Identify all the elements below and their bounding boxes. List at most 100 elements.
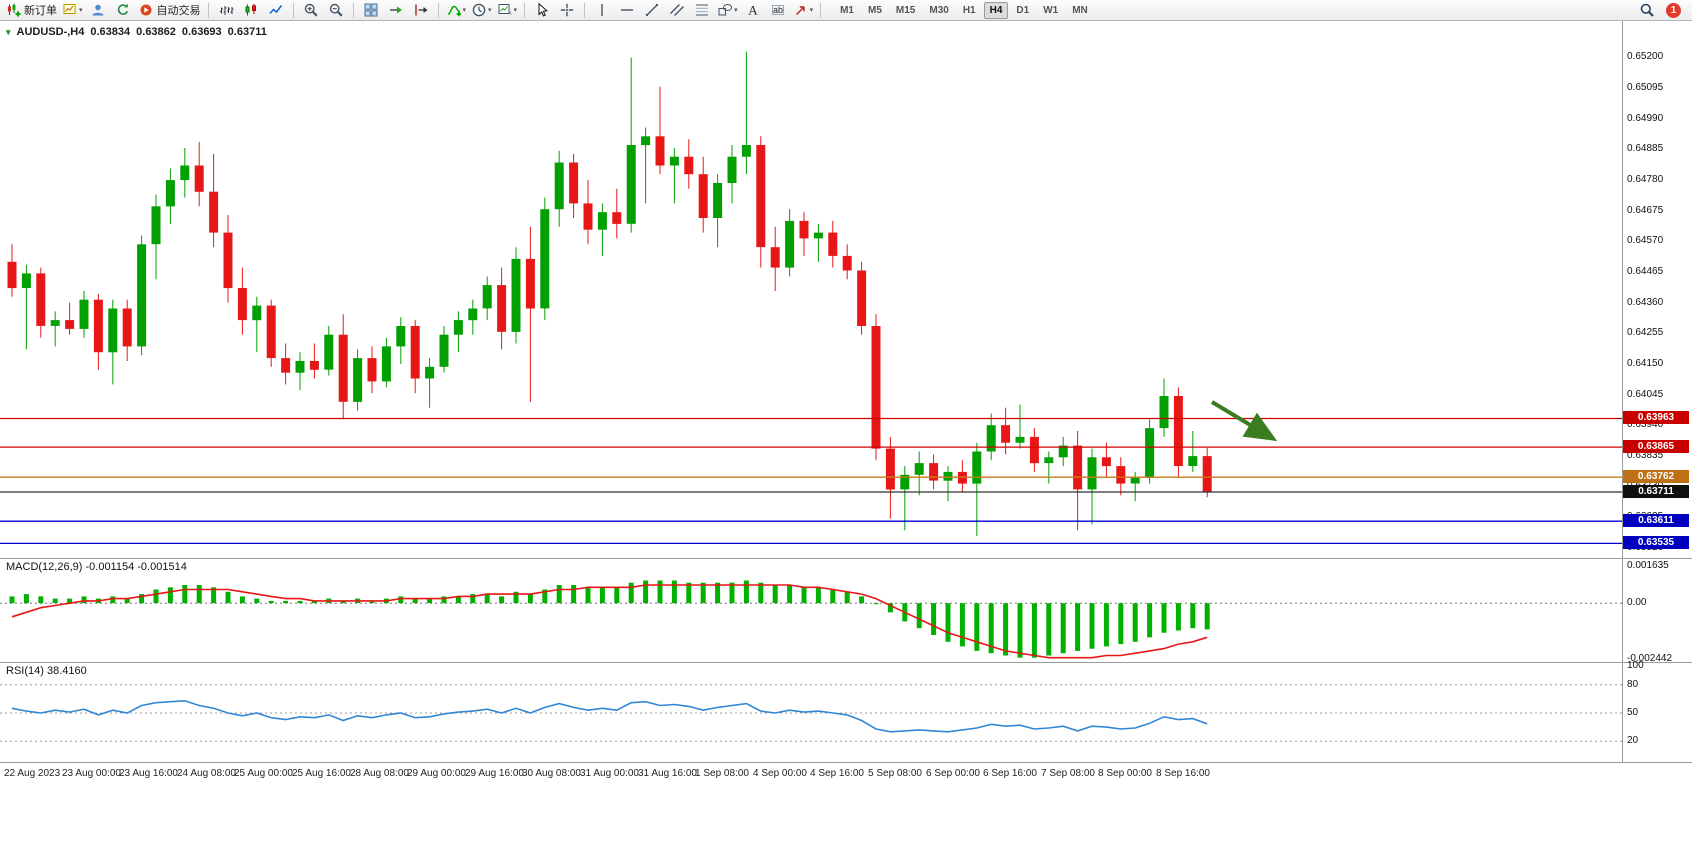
search-button[interactable] bbox=[1635, 1, 1659, 20]
auto-trading-icon bbox=[138, 2, 154, 18]
price-tag: 0.63963 bbox=[1623, 411, 1689, 424]
time-label: 8 Sep 00:00 bbox=[1098, 768, 1152, 779]
fibonacci-icon bbox=[694, 2, 710, 18]
price-scale-label: 0.64780 bbox=[1627, 174, 1664, 185]
time-label: 23 Aug 00:00 bbox=[62, 768, 121, 779]
vertical-line-icon bbox=[594, 2, 610, 18]
vertical-line-button[interactable] bbox=[590, 1, 614, 20]
toolbar: 新订单 ▾ 自动交易 ▾ ▾ ▾ ▾ A ab ▾ M1 M5 M15 M30 H1 H4… bbox=[0, 0, 1692, 21]
trendline-button[interactable] bbox=[640, 1, 664, 20]
svg-text:A: A bbox=[748, 3, 758, 18]
tab-timeframe-w1[interactable]: W1 bbox=[1043, 4, 1059, 16]
zoom-out-icon bbox=[328, 2, 344, 18]
time-label: 31 Aug 16:00 bbox=[638, 768, 697, 779]
rsi-scale-label: 80 bbox=[1627, 679, 1639, 690]
toolbar-separator bbox=[352, 2, 354, 18]
tab-timeframe-mn[interactable]: MN bbox=[1072, 4, 1088, 16]
tab-timeframe-m1[interactable]: M1 bbox=[840, 4, 854, 16]
price-tag: 0.63762 bbox=[1623, 470, 1689, 483]
notification-badge[interactable]: 1 bbox=[1666, 2, 1681, 18]
tab-timeframe-h1[interactable]: H1 bbox=[962, 4, 976, 16]
time-label: 23 Aug 16:00 bbox=[119, 768, 178, 779]
zoom-in-button[interactable] bbox=[299, 1, 323, 20]
panel-separator[interactable] bbox=[0, 558, 1692, 559]
auto-scroll-button[interactable] bbox=[384, 1, 408, 20]
tab-timeframe-m30[interactable]: M30 bbox=[929, 4, 949, 16]
cursor-button[interactable] bbox=[530, 1, 554, 20]
price-tag: 0.63611 bbox=[1623, 514, 1689, 527]
shapes-icon bbox=[717, 2, 733, 18]
tab-timeframe-d1[interactable]: D1 bbox=[1016, 4, 1030, 16]
channel-icon bbox=[669, 2, 685, 18]
shapes-button[interactable]: ▾ bbox=[715, 1, 740, 20]
templates-button[interactable]: ▾ bbox=[495, 1, 520, 20]
toolbar-separator bbox=[820, 2, 822, 18]
indicators-button[interactable]: ▾ bbox=[444, 1, 469, 20]
toolbar-separator bbox=[524, 2, 526, 18]
time-label: 4 Sep 00:00 bbox=[753, 768, 807, 779]
refresh-button[interactable] bbox=[111, 1, 135, 20]
main-chart-canvas[interactable] bbox=[0, 21, 1622, 558]
fibonacci-button[interactable] bbox=[690, 1, 714, 20]
channel-button[interactable] bbox=[665, 1, 689, 20]
tab-timeframe-h4[interactable]: H4 bbox=[983, 1, 1009, 19]
price-tag: 0.63711 bbox=[1623, 485, 1689, 498]
periods-button[interactable]: ▾ bbox=[469, 1, 494, 20]
candlestick-chart-button[interactable] bbox=[239, 1, 263, 20]
price-scale-label: 0.64045 bbox=[1627, 389, 1664, 400]
time-label: 8 Sep 16:00 bbox=[1156, 768, 1210, 779]
profiles-icon bbox=[90, 2, 106, 18]
zoom-out-button[interactable] bbox=[324, 1, 348, 20]
line-chart-button[interactable] bbox=[264, 1, 288, 20]
price-tag: 0.63865 bbox=[1623, 440, 1689, 453]
price-scale-label: 0.64570 bbox=[1627, 235, 1664, 246]
price-scale-label: 0.65095 bbox=[1627, 82, 1664, 93]
time-label: 6 Sep 16:00 bbox=[983, 768, 1037, 779]
arrows-button[interactable]: ▾ bbox=[791, 1, 816, 20]
macd-canvas[interactable] bbox=[0, 558, 1622, 662]
auto-trading-button[interactable]: 自动交易 bbox=[136, 1, 203, 20]
chart-symbol-icon: ▾ bbox=[6, 26, 11, 37]
time-label: 24 Aug 08:00 bbox=[177, 768, 236, 779]
toolbar-separator bbox=[292, 2, 294, 18]
chart-close-value: 0.63711 bbox=[227, 26, 267, 38]
price-scale-border bbox=[1622, 21, 1623, 762]
price-scale-label: 0.63625 bbox=[1627, 511, 1664, 522]
horizontal-line-icon bbox=[619, 2, 635, 18]
profiles-button[interactable] bbox=[86, 1, 110, 20]
new-order-button[interactable]: 新订单 bbox=[3, 1, 59, 20]
time-label: 29 Aug 16:00 bbox=[465, 768, 524, 779]
panel-separator[interactable] bbox=[0, 662, 1692, 663]
price-scale-label: 0.64360 bbox=[1627, 297, 1664, 308]
price-scale-label: 0.63520 bbox=[1627, 542, 1664, 553]
tab-timeframe-m5[interactable]: M5 bbox=[868, 4, 882, 16]
refresh-icon bbox=[115, 2, 131, 18]
rsi-scale-label: 20 bbox=[1627, 735, 1639, 746]
price-scale-label: 0.63940 bbox=[1627, 419, 1664, 430]
candlestick-chart-icon bbox=[243, 2, 259, 18]
tile-windows-button[interactable] bbox=[359, 1, 383, 20]
cursor-icon bbox=[534, 2, 550, 18]
bar-chart-icon bbox=[218, 2, 234, 18]
label-icon: ab bbox=[770, 2, 786, 18]
chart-shift-button[interactable] bbox=[409, 1, 433, 20]
crosshair-button[interactable] bbox=[555, 1, 579, 20]
rsi-canvas[interactable] bbox=[0, 662, 1622, 762]
template-icon bbox=[497, 2, 513, 18]
zoom-in-icon bbox=[303, 2, 319, 18]
bar-chart-button[interactable] bbox=[214, 1, 238, 20]
horizontal-line-button[interactable] bbox=[615, 1, 639, 20]
chevron-down-icon: ▾ bbox=[809, 7, 814, 14]
time-label: 5 Sep 08:00 bbox=[868, 768, 922, 779]
price-scale-label: 0.64675 bbox=[1627, 205, 1664, 216]
macd-label: MACD(12,26,9) -0.001154 -0.001514 bbox=[6, 561, 187, 573]
label-button[interactable]: ab bbox=[766, 1, 790, 20]
time-label: 28 Aug 08:00 bbox=[350, 768, 409, 779]
svg-text:ab: ab bbox=[773, 5, 783, 15]
text-button[interactable]: A bbox=[741, 1, 765, 20]
chevron-down-icon: ▾ bbox=[734, 7, 738, 14]
price-scale-label: 0.64885 bbox=[1627, 143, 1664, 154]
rsi-name: RSI(14) bbox=[6, 665, 44, 677]
tab-timeframe-m15[interactable]: M15 bbox=[895, 4, 916, 16]
new-chart-button[interactable]: ▾ bbox=[60, 1, 85, 20]
